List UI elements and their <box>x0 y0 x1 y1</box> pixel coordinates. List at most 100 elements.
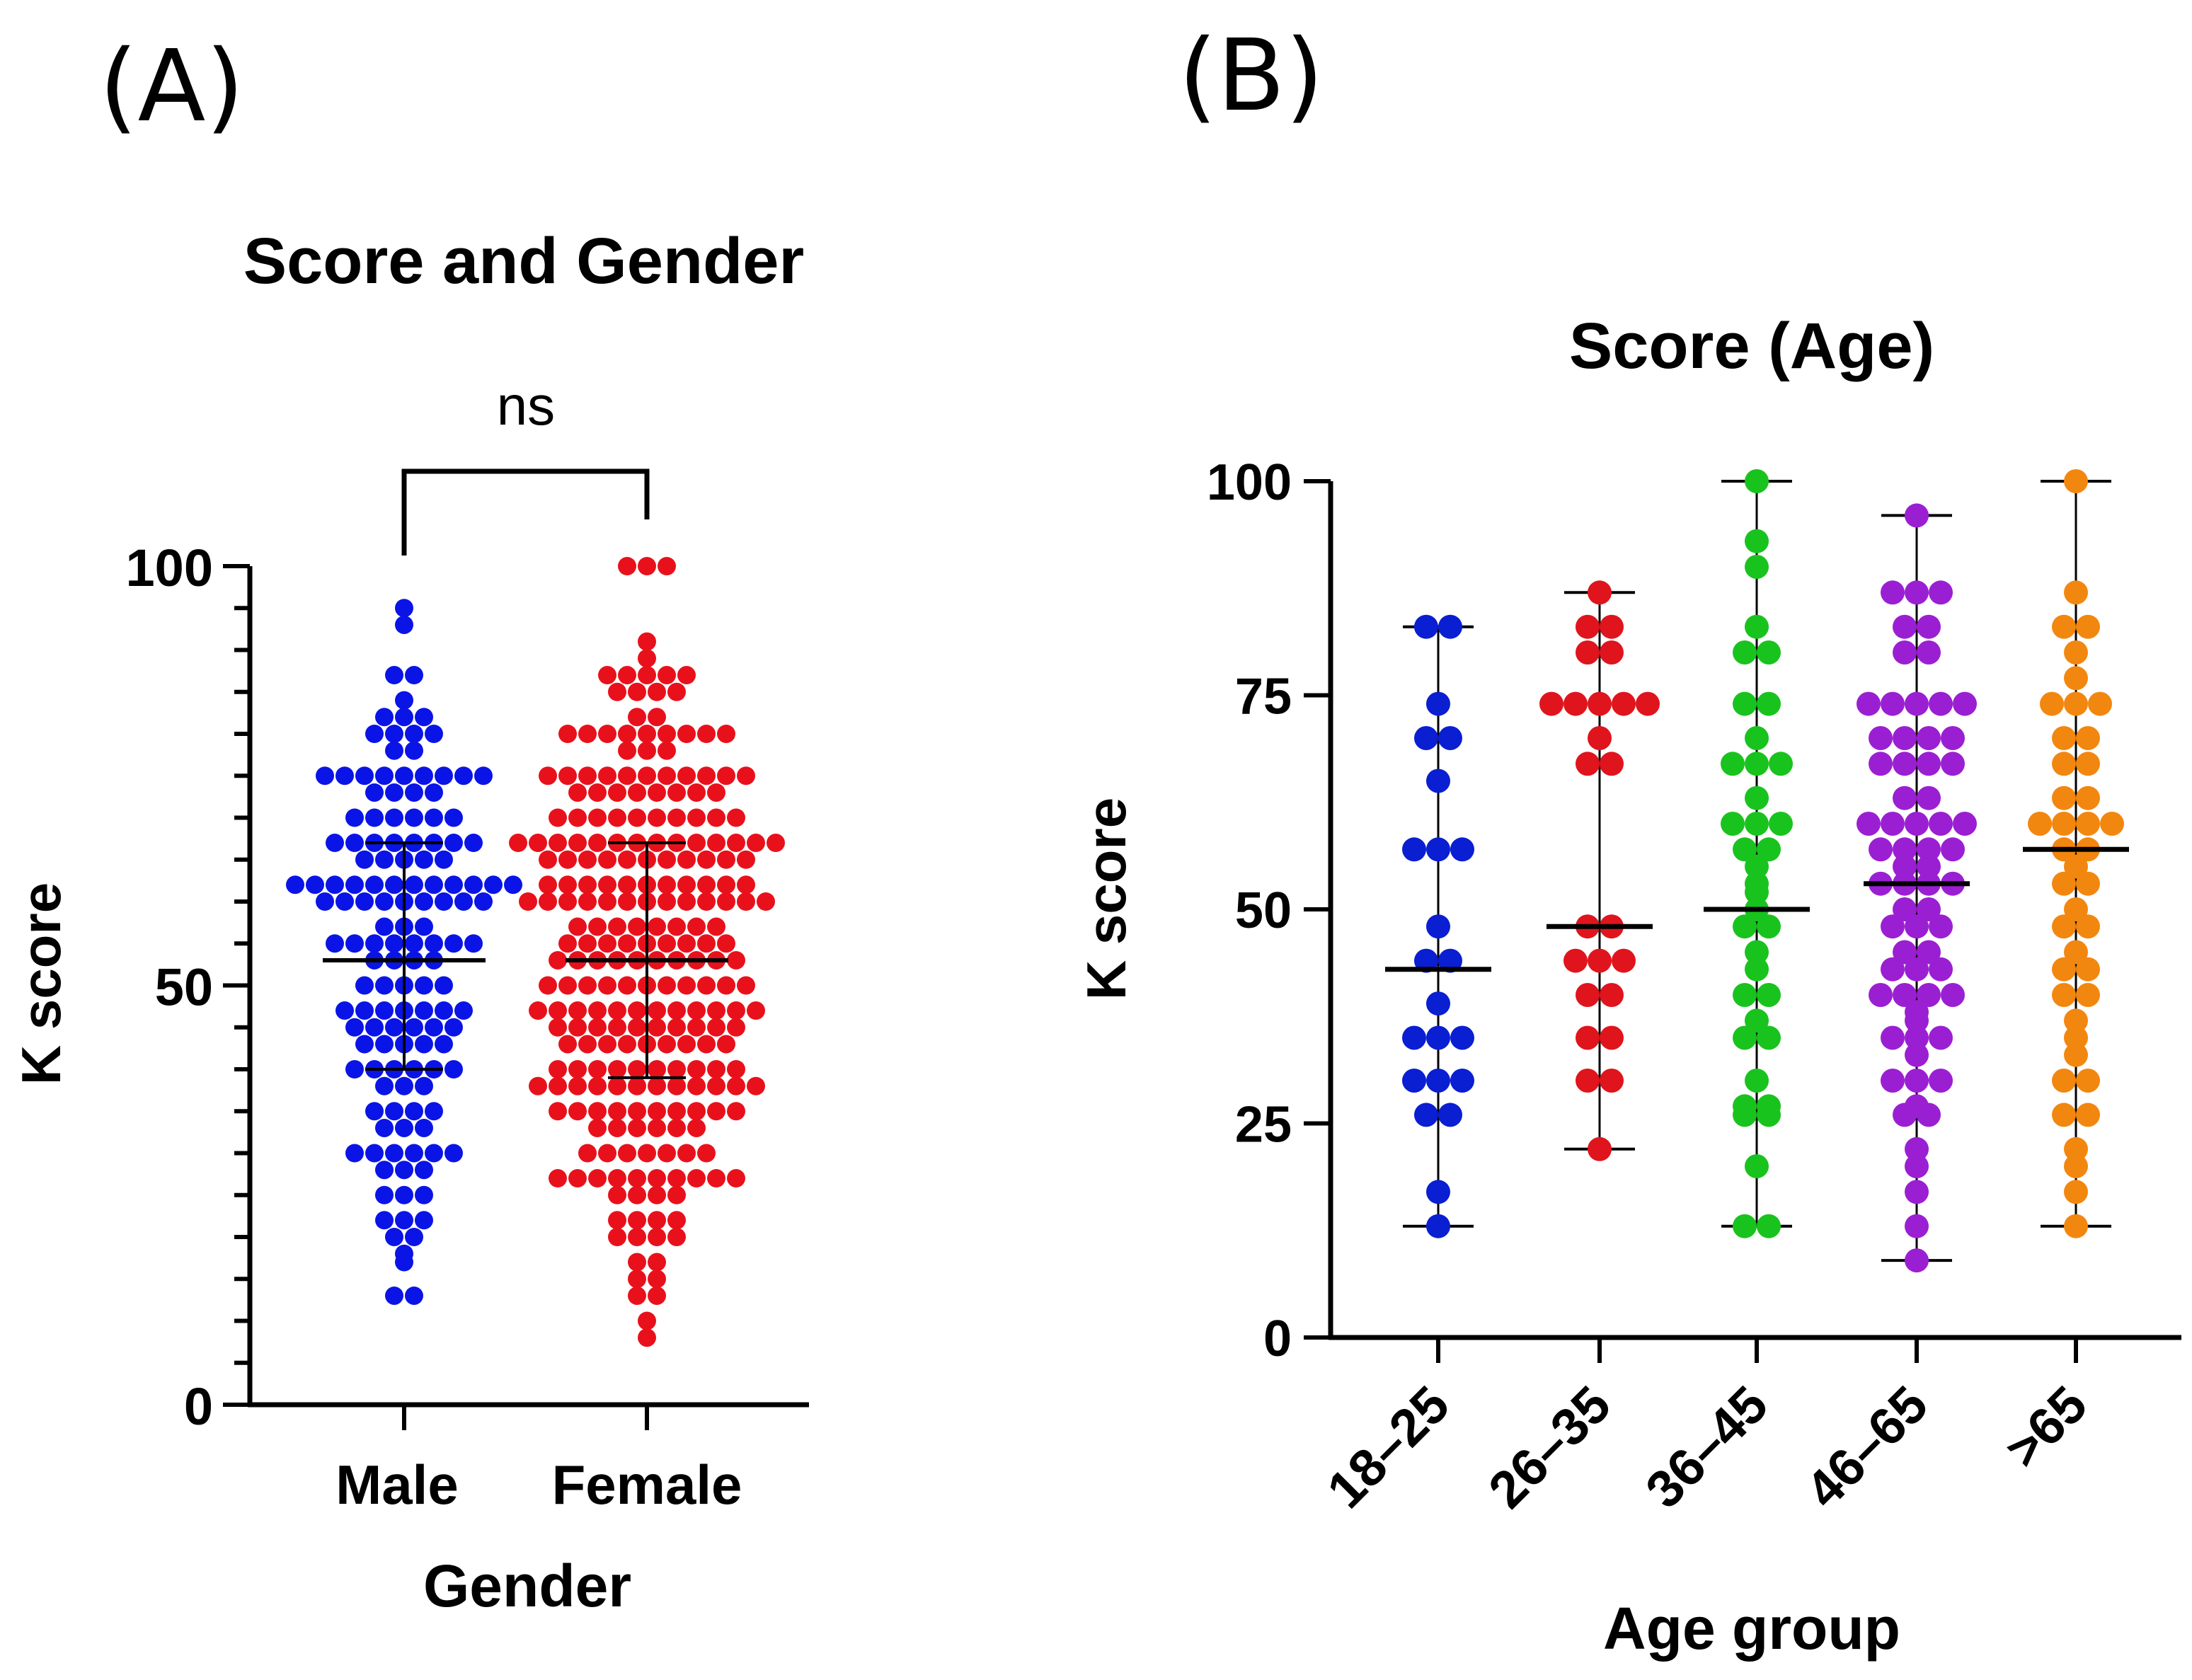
y-tick-label: 0 <box>184 1377 213 1436</box>
data-point <box>2076 812 2100 836</box>
data-point <box>1600 1025 1624 1050</box>
data-point <box>549 1169 567 1188</box>
data-point <box>444 875 463 894</box>
data-point <box>425 1144 443 1163</box>
data-point <box>667 1185 686 1204</box>
data-point <box>648 1076 666 1095</box>
data-point <box>618 875 636 894</box>
data-point <box>687 1169 706 1188</box>
data-point <box>1733 691 1757 716</box>
data-point <box>1745 529 1769 553</box>
data-point <box>1588 726 1612 750</box>
data-point <box>1426 837 1450 862</box>
data-point <box>707 834 725 853</box>
data-point <box>1929 580 1953 605</box>
data-point <box>1733 1025 1757 1050</box>
data-point <box>375 976 394 995</box>
data-point <box>2052 871 2076 896</box>
data-point <box>1953 691 1977 716</box>
data-point <box>1905 1042 1929 1067</box>
data-point <box>737 892 755 911</box>
data-point <box>628 1118 646 1137</box>
series-female <box>509 557 785 1347</box>
data-point <box>1588 580 1612 605</box>
data-point <box>578 934 597 953</box>
data-point <box>1917 752 1941 776</box>
data-point <box>608 1060 626 1078</box>
data-point <box>628 1286 646 1305</box>
data-point <box>395 1161 413 1180</box>
data-point <box>1426 1214 1450 1238</box>
data-point <box>529 1076 547 1095</box>
data-point <box>444 934 463 953</box>
chart-b-y-ticks: 0 25 50 75 100 <box>1207 454 1331 1367</box>
data-point <box>2064 640 2088 664</box>
data-point <box>1745 469 1769 493</box>
data-point <box>608 1076 626 1095</box>
data-point <box>1905 957 1929 982</box>
significance-bracket <box>401 468 650 556</box>
data-point <box>425 934 443 953</box>
data-point <box>425 1102 443 1121</box>
chart-b-axes: 0 25 50 75 100 18–25 26–35 36–45 46–65 >65 <box>1207 454 2181 1519</box>
data-point <box>1757 837 1781 862</box>
data-point <box>1893 786 1917 810</box>
data-point <box>638 725 656 743</box>
data-point <box>454 766 473 786</box>
data-point <box>1600 983 1624 1007</box>
data-point <box>1576 614 1600 639</box>
data-point <box>677 892 696 911</box>
data-point <box>618 934 636 953</box>
data-point <box>2028 812 2052 836</box>
data-point <box>628 1169 646 1188</box>
data-point <box>529 834 547 853</box>
data-point <box>1905 1154 1929 1178</box>
data-point <box>727 808 745 827</box>
data-point <box>697 892 716 911</box>
data-point <box>568 808 587 827</box>
data-point <box>658 892 676 911</box>
data-point <box>628 1253 646 1272</box>
data-point <box>435 1035 453 1054</box>
data-point <box>638 766 656 786</box>
data-point <box>549 1018 567 1037</box>
data-point <box>677 725 696 743</box>
data-point <box>1893 854 1917 879</box>
data-point <box>648 1018 666 1037</box>
data-point <box>747 1076 765 1095</box>
data-point <box>365 875 384 894</box>
y-tick-label: 0 <box>1263 1311 1292 1367</box>
chart-a-x-ticks: Male Female <box>335 1405 742 1516</box>
panel-b-label: (B) <box>1178 18 1324 134</box>
data-point <box>1745 555 1769 579</box>
data-point <box>405 666 423 685</box>
data-point <box>737 766 755 786</box>
series-36-45 <box>1721 469 1793 1238</box>
data-point <box>618 1144 636 1163</box>
data-point <box>727 1001 745 1020</box>
data-point <box>568 783 587 802</box>
data-point <box>677 1035 696 1054</box>
data-point <box>1917 614 1941 639</box>
data-point <box>608 1018 626 1037</box>
data-point <box>1450 1025 1474 1050</box>
data-point <box>375 892 394 911</box>
data-point <box>618 666 636 685</box>
data-point <box>549 1076 567 1095</box>
data-point <box>425 783 443 802</box>
data-point <box>727 1102 745 1121</box>
data-point <box>1721 752 1745 776</box>
data-point <box>648 1118 666 1137</box>
data-point <box>1757 1214 1781 1238</box>
data-point <box>2052 726 2076 750</box>
data-point <box>707 1102 725 1121</box>
data-point <box>1576 640 1600 664</box>
data-point <box>568 917 587 936</box>
data-point <box>1905 691 1929 716</box>
data-point <box>588 1102 607 1121</box>
data-point <box>539 892 557 911</box>
data-point <box>1733 1214 1757 1238</box>
data-point <box>385 1144 403 1163</box>
data-point <box>687 1001 706 1020</box>
data-point <box>588 834 607 853</box>
